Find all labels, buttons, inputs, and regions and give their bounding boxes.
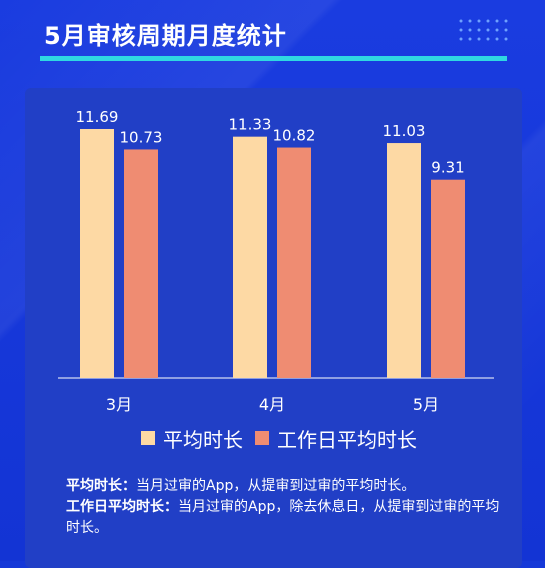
decorative-dots-icon [459,19,508,41]
bar-5月-0 [387,143,421,378]
x-tick-label: 5月 [413,395,439,414]
note-term: 平均时长 [66,478,122,494]
note-text: 当月过审的App，从提审到过审的平均时长。 [136,478,416,494]
bar-4月-1 [277,147,311,378]
data-label: 11.69 [76,108,119,126]
legend-label: 工作日平均时长 [277,427,417,452]
bar-3月-0 [80,129,114,378]
note-workday: 工作日平均时长：当月过审的App，除去休息日，从提审到过审的平均时长。 [66,497,506,539]
note-text: 当月过审的App，除去休息日，从提审到过审的平均时长。 [66,499,500,536]
data-label: 10.73 [120,128,163,146]
bar-4月-0 [233,136,267,378]
legend-item-workday: 工作日平均时长 [255,424,417,453]
bar-3月-1 [124,149,158,378]
legend: 平均时长 工作日平均时长 [141,424,417,452]
data-label: 11.03 [383,122,426,140]
legend-item-avg: 平均时长 [141,424,243,453]
bar-5月-1 [431,179,465,378]
data-label: 11.33 [229,116,272,134]
page-title: 5月审核周期月度统计 [44,22,287,50]
legend-label: 平均时长 [163,427,243,452]
notes: 平均时长：当月过审的App，从提审到过审的平均时长。 工作日平均时长：当月过审的… [66,476,506,539]
legend-swatch [255,431,269,445]
note-sep: ： [122,478,136,494]
x-tick-label: 4月 [259,395,285,414]
x-tick-label: 3月 [106,395,132,414]
data-label: 9.31 [431,159,464,177]
data-label: 10.82 [273,127,316,145]
note-sep: ： [164,499,178,515]
note-avg: 平均时长：当月过审的App，从提审到过审的平均时长。 [66,476,506,497]
note-term: 工作日平均时长 [66,499,164,515]
title-underline [40,56,507,61]
legend-swatch [141,431,155,445]
